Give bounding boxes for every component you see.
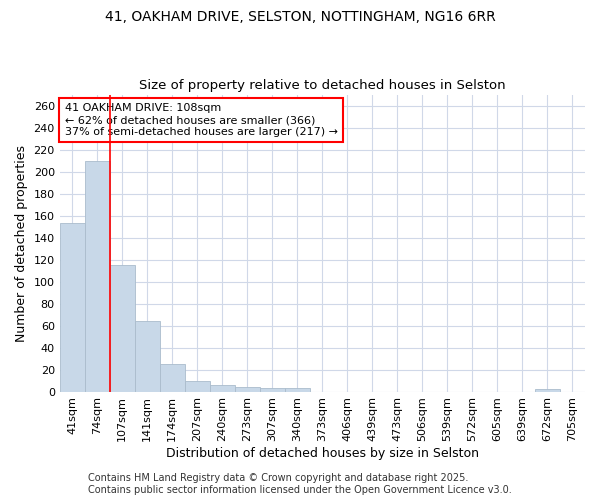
- Bar: [85, 160, 110, 392]
- Bar: [535, 390, 560, 392]
- Bar: [135, 321, 160, 392]
- Bar: [185, 380, 210, 392]
- Bar: [110, 265, 135, 392]
- Title: Size of property relative to detached houses in Selston: Size of property relative to detached ho…: [139, 79, 506, 92]
- Bar: [285, 388, 310, 392]
- Bar: [59, 224, 85, 392]
- Bar: [160, 364, 185, 392]
- X-axis label: Distribution of detached houses by size in Selston: Distribution of detached houses by size …: [166, 447, 479, 460]
- Text: 41, OAKHAM DRIVE, SELSTON, NOTTINGHAM, NG16 6RR: 41, OAKHAM DRIVE, SELSTON, NOTTINGHAM, N…: [104, 10, 496, 24]
- Bar: [210, 385, 235, 392]
- Y-axis label: Number of detached properties: Number of detached properties: [15, 144, 28, 342]
- Bar: [260, 388, 285, 392]
- Text: 41 OAKHAM DRIVE: 108sqm
← 62% of detached houses are smaller (366)
37% of semi-d: 41 OAKHAM DRIVE: 108sqm ← 62% of detache…: [65, 104, 338, 136]
- Text: Contains HM Land Registry data © Crown copyright and database right 2025.
Contai: Contains HM Land Registry data © Crown c…: [88, 474, 512, 495]
- Bar: [235, 387, 260, 392]
